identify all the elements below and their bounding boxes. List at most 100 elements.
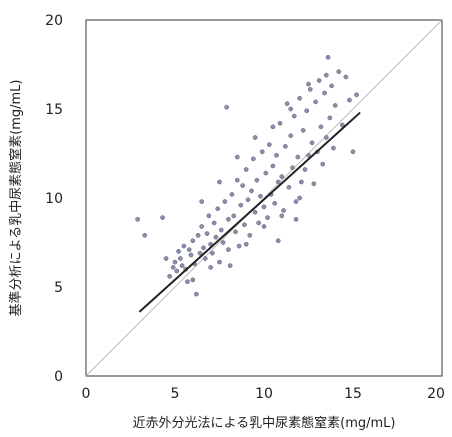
data-point [343,74,349,80]
data-point [181,243,187,249]
data-point [318,124,324,130]
data-point [252,135,258,140]
data-point [222,199,228,204]
data-point [350,149,356,155]
data-point [258,193,263,199]
data-point [226,247,231,252]
data-point [331,145,336,151]
data-point [231,213,237,219]
data-point [270,124,276,130]
data-point [236,243,242,249]
data-point [297,95,302,101]
data-point [243,167,249,172]
data-point [272,200,278,206]
data-point [286,184,292,190]
data-point [199,224,205,229]
data-point [254,177,260,183]
y-tick-20: 20 [45,13,63,29]
data-point [259,149,265,155]
data-point [307,87,313,92]
data-point [179,263,185,268]
data-point [163,256,169,261]
data-point [304,108,310,114]
x-tick-0: 0 [82,386,91,402]
data-point [313,99,318,105]
data-point [240,183,245,188]
data-point [195,233,201,238]
data-point [252,209,258,215]
data-point [186,247,192,252]
points-layer [135,55,359,297]
data-point [217,179,222,185]
data-point [266,142,272,147]
data-point [281,208,286,213]
data-point [247,233,253,238]
data-point [336,69,342,74]
data-point [293,217,299,222]
data-point [332,103,338,108]
data-point [197,250,203,256]
data-point [275,179,281,185]
data-point [227,263,233,268]
data-point [339,122,345,128]
data-point [323,135,329,140]
data-point [288,133,294,139]
data-point [322,90,327,96]
data-point [245,197,251,203]
data-point [306,81,311,87]
data-point [256,220,262,226]
identity-line [85,19,443,377]
data-point [185,279,190,285]
data-point [233,229,238,235]
data-point [323,72,329,78]
data-point [204,231,210,236]
y-tick-15: 15 [45,102,63,118]
data-point [135,217,140,222]
y-tick-labels: 0 5 10 15 20 [45,13,63,385]
data-point [295,154,301,160]
data-point [311,181,317,187]
data-point [306,152,311,158]
x-tick-15: 15 [344,386,362,402]
data-point [224,104,229,110]
data-point [226,217,231,222]
data-point [190,238,196,244]
data-point [218,227,224,233]
data-point [347,97,352,103]
x-tick-20: 20 [427,386,445,402]
data-point [174,268,180,274]
data-point [327,115,333,121]
data-point [302,167,308,172]
data-point [199,199,205,204]
data-point [208,265,213,270]
data-point [243,241,249,247]
data-point [261,224,267,229]
data-point [229,192,235,197]
x-axis-title: 近赤外分光法による乳中尿素態窒素(mg/mL) [133,415,396,431]
x-tick-labels: 0 5 10 15 20 [82,386,445,402]
data-point [293,199,299,204]
data-point [316,78,322,83]
data-point [284,101,290,107]
data-point [249,188,254,194]
data-point [217,259,222,265]
data-point [325,55,331,60]
data-point [263,170,269,176]
data-point [190,277,196,283]
data-point [277,120,283,126]
data-point [279,174,285,179]
data-point [300,128,306,133]
data-point [211,220,217,226]
data-point [290,165,295,171]
data-point [213,234,219,240]
data-point [265,215,270,220]
data-point [167,273,173,279]
data-point [176,249,181,254]
data-point [210,250,215,256]
y-tick-10: 10 [45,191,63,207]
regression-line [138,111,361,313]
y-tick-0: 0 [54,369,63,385]
data-point [170,265,176,270]
y-tick-5: 5 [54,280,63,296]
